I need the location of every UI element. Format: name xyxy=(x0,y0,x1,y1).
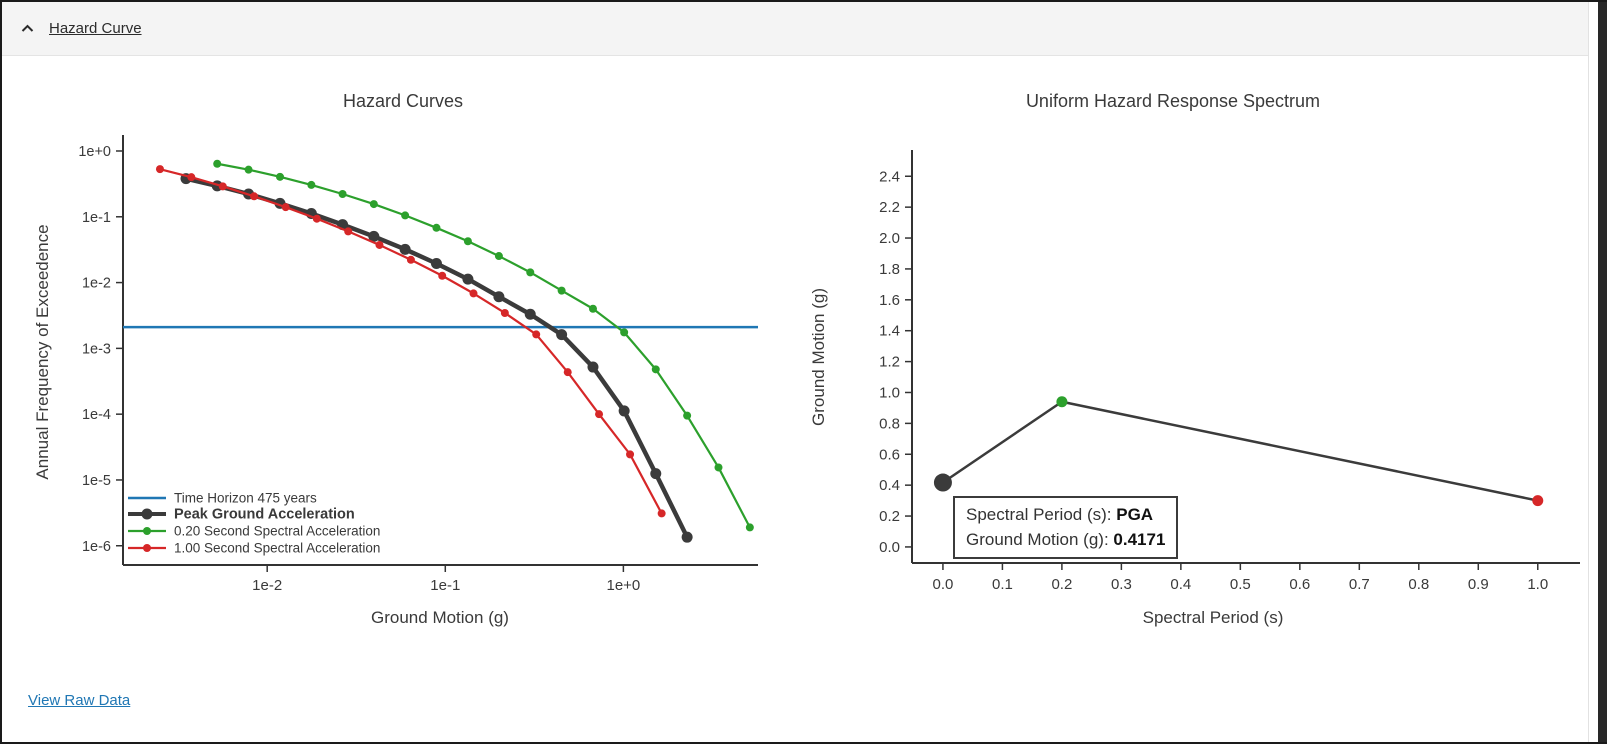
chevron-up-icon xyxy=(21,24,34,32)
uhrs-tooltip: Spectral Period (s): PGA Ground Motion (… xyxy=(953,496,1179,560)
hazard-x-tick: 1e-1 xyxy=(430,577,460,594)
uhrs-point-pga[interactable] xyxy=(933,473,952,492)
hazard-y-axis-label: Annual Frequency of Exceedence xyxy=(33,224,52,479)
uhrs-y-tick: 0.0 xyxy=(879,539,900,556)
window-border-bottom xyxy=(0,742,1607,744)
uhrs-y-tick: 1.4 xyxy=(879,323,900,340)
uhrs-y-tick: 2.2 xyxy=(879,199,900,216)
window-border-left xyxy=(0,0,2,744)
hazard-y-tick: 1e-1 xyxy=(82,210,111,226)
content-divider xyxy=(1588,2,1589,742)
hazard-y-tick: 1e-2 xyxy=(82,276,111,292)
series-0-20-second-spectral-acceleration xyxy=(213,159,754,532)
hazard-curve-section-header[interactable]: Hazard Curve xyxy=(2,2,1588,56)
uhrs-figure[interactable]: Uniform Hazard Response Spectrum Ground M… xyxy=(800,60,1588,680)
uhrs-x-tick: 1.0 xyxy=(1527,576,1548,593)
section-title-link[interactable]: Hazard Curve xyxy=(49,20,142,37)
window-border-top xyxy=(0,0,1607,2)
hazard-curves-figure[interactable]: Hazard Curves Annual Frequency of Exceede… xyxy=(0,60,800,680)
uhrs-y-tick: 1.8 xyxy=(879,261,900,278)
uhrs-x-tick: 0.4 xyxy=(1170,576,1191,593)
legend-item[interactable]: Time Horizon 475 years xyxy=(174,491,317,506)
uhrs-x-tick: 0.3 xyxy=(1111,576,1132,593)
uhrs-y-tick: 1.0 xyxy=(879,384,900,401)
uhrs-x-tick: 0.6 xyxy=(1289,576,1310,593)
uhrs-x-tick: 0.1 xyxy=(992,576,1013,593)
series-1-00-second-spectral-acceleration xyxy=(155,165,666,518)
scrollbar-track[interactable] xyxy=(1598,0,1607,744)
uhrs-y-tick: 1.2 xyxy=(879,354,900,371)
hazard-y-tick: 1e-6 xyxy=(82,539,111,555)
uhrs-y-tick: 1.6 xyxy=(879,292,900,309)
legend-item[interactable]: Peak Ground Acceleration xyxy=(174,507,355,523)
uhrs-x-tick: 0.2 xyxy=(1051,576,1072,593)
uhrs-x-tick: 0.0 xyxy=(933,576,954,593)
legend-item[interactable]: 0.20 Second Spectral Acceleration xyxy=(174,524,380,539)
uhrs-point-1.0[interactable] xyxy=(1532,495,1544,507)
tooltip-row-ground-motion: Ground Motion (g): 0.4171 xyxy=(966,529,1166,549)
collapse-button[interactable] xyxy=(21,24,34,33)
uhrs-y-tick: 2.0 xyxy=(879,230,900,247)
hazard-x-tick: 1e-2 xyxy=(252,577,282,594)
uhrs-x-tick: 0.9 xyxy=(1468,576,1489,593)
uhrs-x-tick: 0.7 xyxy=(1349,576,1370,593)
legend-item[interactable]: 1.00 Second Spectral Acceleration xyxy=(174,541,380,556)
uhrs-y-tick: 0.6 xyxy=(879,446,900,463)
uhrs-x-tick: 0.8 xyxy=(1408,576,1429,593)
uhrs-y-tick: 0.4 xyxy=(879,477,900,494)
uhrs-chart[interactable]: Uniform Hazard Response Spectrum Ground M… xyxy=(800,60,1588,680)
uhrs-y-axis-label: Ground Motion (g) xyxy=(809,288,828,426)
hazard-curves-chart[interactable]: Hazard Curves Annual Frequency of Exceede… xyxy=(0,60,800,680)
uhrs-y-tick: 0.2 xyxy=(879,508,900,525)
uhrs-y-tick: 0.8 xyxy=(879,415,900,432)
uhrs-point-0.2[interactable] xyxy=(1056,396,1068,408)
uhrs-y-tick: 2.4 xyxy=(879,168,900,185)
uhrs-axes xyxy=(905,150,1580,570)
hazard-y-tick: 1e-4 xyxy=(82,407,111,423)
hazard-y-tick: 1e-3 xyxy=(82,341,111,357)
hazard-y-tick: 1e+0 xyxy=(78,144,111,160)
hazard-x-tick: 1e+0 xyxy=(606,577,640,594)
hazard-curves-title: Hazard Curves xyxy=(343,91,463,111)
hazard-axes xyxy=(116,135,758,572)
hazard-x-axis-label: Ground Motion (g) xyxy=(371,608,509,627)
tooltip-row-spectral-period: Spectral Period (s): PGA xyxy=(966,505,1154,524)
uhrs-spectrum-series[interactable] xyxy=(933,396,1544,507)
hazard-y-tick: 1e-5 xyxy=(82,473,111,489)
uhrs-x-axis-label: Spectral Period (s) xyxy=(1143,608,1284,627)
uhrs-title: Uniform Hazard Response Spectrum xyxy=(1026,91,1320,111)
view-raw-data-link[interactable]: View Raw Data xyxy=(28,692,131,709)
uhrs-x-tick: 0.5 xyxy=(1230,576,1251,593)
